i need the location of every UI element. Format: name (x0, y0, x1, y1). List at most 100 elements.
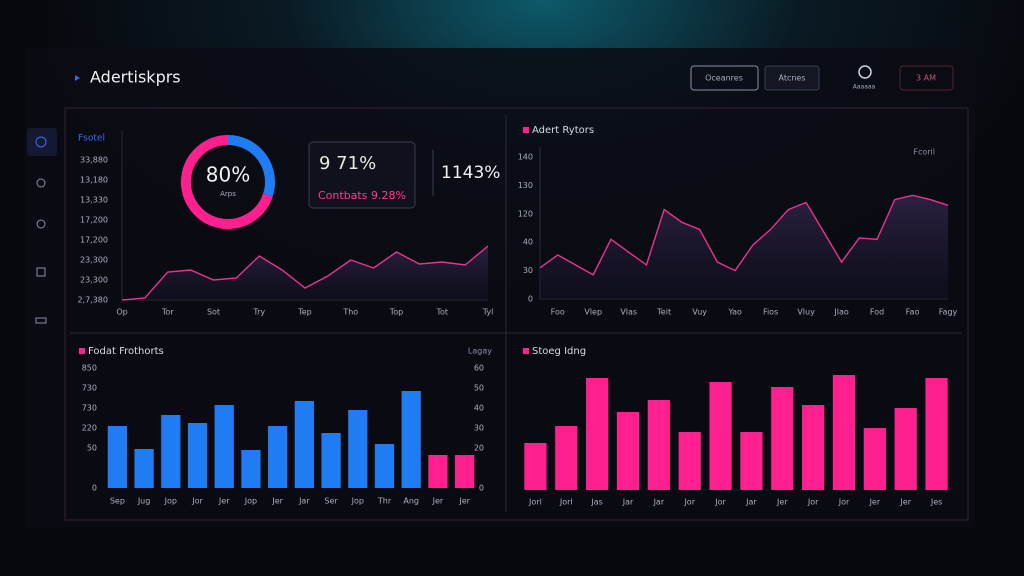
button[interactable] (764, 65, 820, 91)
sidebar-icon[interactable] (35, 317, 47, 324)
x-tick-label: Jor (191, 497, 203, 506)
x-tick-label: Vlep (584, 308, 602, 317)
bar (294, 401, 314, 488)
bar (268, 426, 288, 488)
area (540, 195, 948, 299)
x-tick-label: Fagy (939, 308, 958, 317)
x-tick-label: Jer (458, 497, 470, 506)
donut-label: Arps (220, 190, 236, 198)
y2-tick-label: 50 (474, 384, 484, 393)
kpi-value: 9 71% (319, 153, 376, 174)
y2-tick-label: 20 (474, 444, 484, 453)
bar (187, 423, 208, 488)
y-tick-label: 850 (82, 364, 97, 373)
axis-title: Fsotel (78, 134, 105, 144)
x-tick-label: Jlao (833, 308, 848, 317)
x-tick-label: Jar (298, 497, 310, 506)
title-icon (523, 127, 529, 133)
x-tick-label: Tho (342, 308, 358, 317)
bar (832, 375, 856, 490)
y-tick-label: 17,200 (80, 236, 108, 245)
x-tick-label: Tyl (482, 308, 494, 317)
bar (134, 449, 154, 488)
x-tick-label: Try (252, 308, 265, 317)
bar (586, 378, 609, 490)
user-label: Aaaaaa (853, 84, 876, 91)
x-tick-label: Foo (551, 308, 565, 317)
bar (214, 405, 234, 488)
y-tick-label: 13,180 (80, 176, 108, 185)
bar (374, 444, 395, 488)
y-tick-label: 130 (518, 181, 533, 190)
bar (740, 432, 763, 490)
title-icon (79, 348, 85, 354)
x-tick-label: Jop (351, 497, 364, 506)
sidebar-icon[interactable] (36, 267, 46, 277)
button[interactable] (690, 65, 759, 91)
legend: Fcoril (913, 148, 935, 157)
x-tick-label: Jer (271, 497, 283, 506)
bar (709, 382, 732, 490)
bar (678, 432, 701, 490)
x-tick-label: Teit (656, 308, 671, 317)
x-tick-label: Jes (930, 498, 942, 507)
line (539, 194, 949, 276)
x-tick-label: Jor (807, 498, 819, 507)
y2-tick-label: 30 (474, 424, 484, 433)
user-icon[interactable] (858, 65, 872, 79)
x-tick-label: Jas (590, 498, 602, 507)
area (122, 246, 488, 300)
bar (107, 426, 127, 488)
time-label[interactable]: 3 AM (916, 74, 936, 83)
bar (863, 428, 886, 490)
donut-value: 80% (206, 163, 250, 187)
x-tick-label: Jor (838, 498, 850, 507)
x-tick-label: Vuy (692, 308, 707, 317)
y-tick-label: 0 (92, 484, 97, 493)
button[interactable] (899, 65, 954, 91)
y-tick-label: 40 (523, 238, 533, 247)
x-tick-label: Fao (906, 308, 920, 317)
x-tick-label: Fios (763, 308, 778, 317)
line (121, 245, 489, 301)
sidebar-active[interactable] (27, 128, 57, 156)
y-tick-label: 730 (82, 404, 97, 413)
y-tick-label: 23,300 (80, 256, 108, 265)
donut-segment (227, 135, 275, 197)
bar (647, 400, 670, 490)
x-tick-label: Jor (714, 498, 726, 507)
x-tick-label: Jar (745, 498, 757, 507)
bar (455, 455, 475, 488)
donut-segment (181, 135, 273, 229)
y2-tick-label: 0 (479, 484, 484, 493)
x-tick-label: Vlas (620, 308, 637, 317)
sidebar-icon[interactable] (36, 219, 46, 229)
sidebar-icon[interactable] (36, 178, 46, 188)
y-tick-label: 23,300 (80, 276, 108, 285)
x-tick-label: Jar (653, 498, 665, 507)
bar (401, 391, 421, 488)
y-tick-label: 50 (87, 444, 97, 453)
y-tick-label: 30 (523, 266, 533, 275)
bar (161, 415, 181, 488)
chart-title: Stoeg Idng (532, 346, 586, 357)
x-tick-label: Tor (161, 308, 174, 317)
kpi-label: Contbats 9.28% (318, 189, 406, 202)
y-tick-label: 2,7,380 (77, 296, 108, 305)
x-tick-label: Tot (435, 308, 448, 317)
kpi-card (308, 141, 416, 209)
x-tick-label: Ang (403, 497, 419, 506)
y-tick-label: 17,200 (80, 216, 108, 225)
x-tick-label: Jar (622, 498, 634, 507)
x-tick-label: Jug (137, 497, 151, 506)
button-label[interactable]: Oceanres (705, 74, 743, 83)
y-tick-label: 730 (82, 384, 97, 393)
sidebar-icon[interactable] (35, 136, 47, 148)
x-tick-label: Jor (683, 498, 695, 507)
button-label[interactable]: Atcnes (778, 74, 805, 83)
x-tick-label: Jer (869, 498, 881, 507)
x-tick-label: Jop (244, 497, 257, 506)
kpi-value: 1143% (441, 163, 500, 183)
bar (555, 426, 578, 490)
